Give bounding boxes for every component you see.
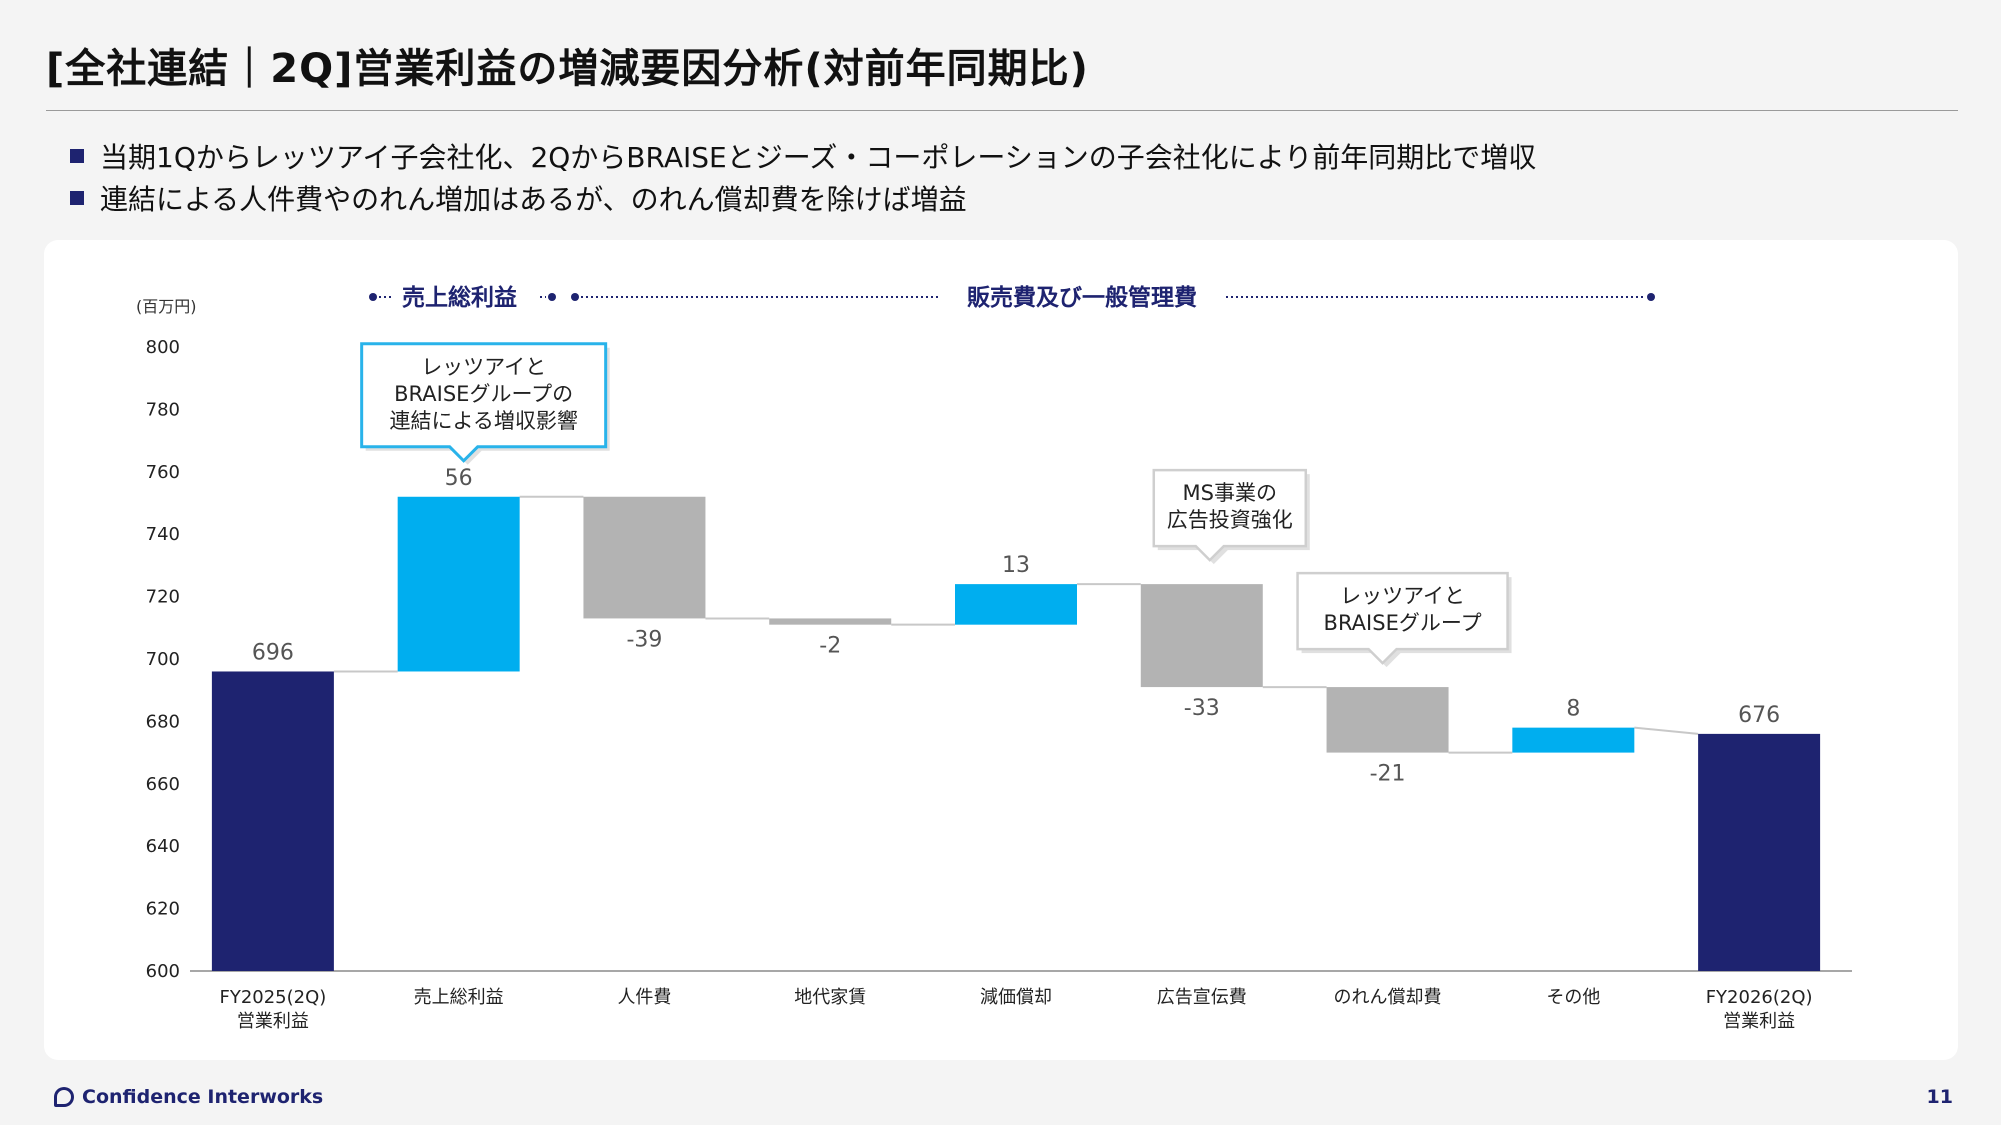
bar-1 [211, 671, 334, 971]
bar-3 [583, 496, 706, 619]
y-tick-label: 700 [146, 649, 180, 670]
x-tick-label: その他 [1546, 987, 1600, 1008]
y-tick-label: 680 [146, 711, 180, 732]
bullet-2-text: 連結による人件費やのれん増加はあるが、のれん償却費を除けば増益 [100, 183, 967, 216]
callout-text: BRAISEグループの [394, 382, 573, 406]
bullet-square-icon [70, 191, 84, 205]
group-label-sga: 販売費及び一般管理費 [967, 284, 1197, 311]
callout-text: BRAISEグループ [1324, 611, 1482, 635]
x-tick-label: FY2025(2Q) [219, 987, 326, 1008]
x-tick-label: 地代家賃 [794, 987, 866, 1008]
callout-text: 広告投資強化 [1167, 508, 1293, 532]
callout-box [1152, 468, 1308, 562]
y-tick-label: 760 [146, 462, 180, 483]
data-label-4: -2 [819, 634, 841, 659]
callout-text: レッツアイと [1340, 584, 1465, 608]
bullet-square-icon [70, 149, 84, 163]
data-label-9: 676 [1738, 703, 1780, 728]
y-tick-label: 800 [146, 337, 180, 358]
x-tick-label: 減価償却 [980, 987, 1052, 1008]
data-label-5: 13 [1002, 553, 1030, 578]
y-tick-label: 720 [146, 587, 180, 608]
data-label-1: 696 [252, 640, 294, 665]
data-label-2: 56 [445, 466, 473, 491]
group-marker-dot [571, 293, 579, 301]
group-label-gross-profit: 売上総利益 [402, 284, 517, 311]
x-tick-label: 広告宣伝費 [1157, 987, 1247, 1008]
group-marker-dot [1647, 293, 1655, 301]
bar-8 [1512, 727, 1635, 753]
x-tick-label: のれん償却費 [1334, 987, 1442, 1008]
x-tick-label: 売上総利益 [414, 987, 504, 1008]
data-label-8: 8 [1566, 697, 1580, 722]
bar-9 [1698, 733, 1821, 971]
company-logo-icon [54, 1087, 74, 1107]
y-tick-label: 660 [146, 774, 180, 795]
y-tick-label: 620 [146, 899, 180, 920]
x-tick-label: 人件費 [617, 987, 671, 1008]
y-tick-label: 600 [146, 961, 180, 982]
bullet-1-text: 当期1Qからレッツアイ子会社化、2QからBRAISEとジーズ・コーポレーションの… [100, 141, 1537, 174]
group-marker-dot [369, 293, 377, 301]
bar-7 [1326, 687, 1449, 753]
group-marker-dot [548, 293, 556, 301]
y-axis-unit-label: (百万円) [136, 297, 197, 316]
callout-box [1296, 571, 1509, 665]
data-label-7: -21 [1370, 762, 1406, 787]
bar-6 [1140, 584, 1263, 688]
y-tick-label: 640 [146, 836, 180, 857]
bullet-2: 連結による人件費やのれん増加はあるが、のれん償却費を除けば増益 [70, 178, 967, 218]
x-tick-label: 営業利益 [237, 1011, 309, 1032]
y-tick-label: 740 [146, 524, 180, 545]
bar-5 [955, 584, 1077, 625]
callout-text: レッツアイと [421, 355, 546, 379]
data-label-6: -33 [1184, 696, 1220, 721]
data-label-3: -39 [626, 627, 662, 652]
page-title: [全社連結｜2Q]営業利益の増減要因分析(対前年同期比) [46, 46, 1089, 92]
title-divider [46, 110, 1958, 111]
callout-text: MS事業の [1183, 481, 1277, 505]
company-logo: Confidence Interworks [54, 1086, 323, 1108]
x-tick-label: 営業利益 [1723, 1011, 1795, 1032]
x-tick-label: FY2026(2Q) [1706, 987, 1813, 1008]
bullet-1: 当期1Qからレッツアイ子会社化、2QからBRAISEとジーズ・コーポレーションの… [70, 136, 1536, 176]
company-name: Confidence Interworks [82, 1086, 324, 1108]
bar-2 [397, 496, 520, 672]
bar-4 [769, 618, 892, 625]
connector-line [1634, 726, 1699, 735]
y-tick-label: 780 [146, 399, 180, 420]
callout-text: 連結による増収影響 [389, 409, 577, 433]
page-number: 11 [1926, 1086, 1953, 1108]
callout-box [360, 342, 608, 463]
